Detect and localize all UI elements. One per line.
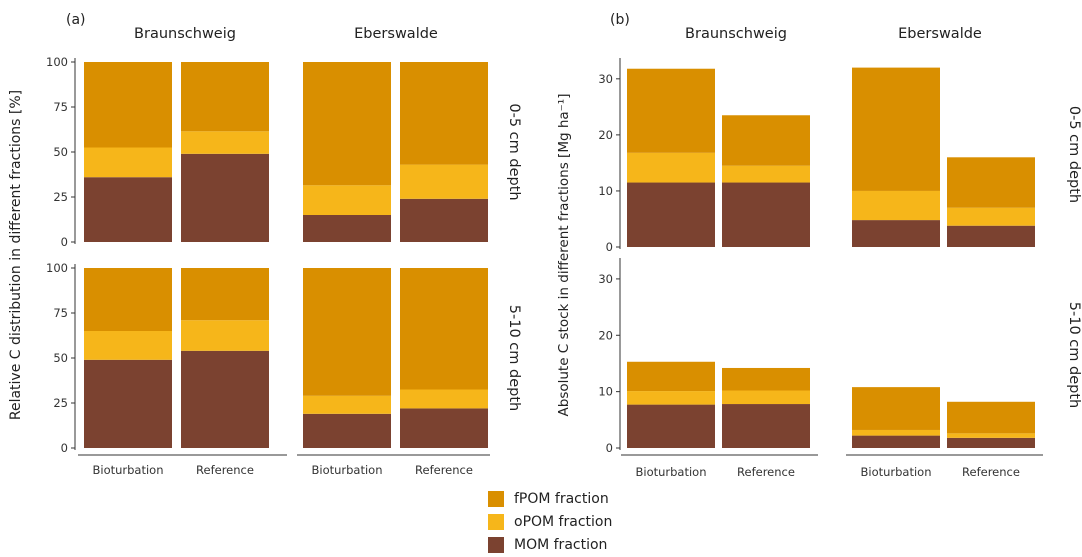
panel-b-y-tick-label-1-30: 30 (598, 72, 613, 86)
panel-a-y-tick-label-2-100: 100 (46, 261, 68, 275)
panel-b-bar-braunschweig-5-10-cm-depth-bioturbation-opom-fraction (627, 391, 715, 405)
panel-a-x-tick-label-eberswalde-reference: Reference (415, 463, 473, 477)
panel-b-depth-label-1: 0-5 cm depth (1066, 106, 1082, 203)
panel-b-label: (b) (610, 12, 630, 28)
panel-a-label: (a) (66, 12, 86, 28)
legend-label-opom: oPOM fraction (514, 514, 613, 530)
panel-b-y-tick-label-2-0: 0 (606, 441, 613, 455)
panel-b-bar-braunschweig-5-10-cm-depth-reference-opom-fraction (722, 390, 810, 405)
panel-b-bar-braunschweig-0-5-cm-depth-reference-opom-fraction (722, 165, 810, 183)
panel-a-bar-eberswalde-5-10-cm-depth-reference-fpom-fraction (400, 268, 488, 390)
legend-label-mom: MOM fraction (514, 537, 608, 553)
panel-a-y-tick-label-2-75: 75 (53, 306, 68, 320)
panel-b-y-tick-label-2-20: 20 (598, 328, 613, 342)
panel-a-bar-eberswalde-0-5-cm-depth-reference-fpom-fraction (400, 62, 488, 165)
panel-a-site-header-eberswalde: Eberswalde (354, 26, 438, 42)
panel-a-bar-braunschweig-5-10-cm-depth-bioturbation-mom-fraction (84, 359, 172, 448)
panel-b-x-tick-label-braunschweig-reference: Reference (737, 465, 795, 479)
panel-b-bar-braunschweig-0-5-cm-depth-bioturbation-fpom-fraction (627, 68, 715, 153)
legend-swatch-opom (488, 514, 504, 530)
panel-a-bar-braunschweig-5-10-cm-depth-reference-opom-fraction (181, 320, 269, 351)
panel-b-site-header-eberswalde: Eberswalde (898, 26, 982, 42)
panel-a-bar-eberswalde-0-5-cm-depth-reference-opom-fraction (400, 164, 488, 199)
panel-b-bar-eberswalde-5-10-cm-depth-bioturbation-fpom-fraction (852, 387, 940, 430)
panel-a-y-tick-label-2-0: 0 (61, 441, 68, 455)
panel-b-x-tick-label-eberswalde-reference: Reference (962, 465, 1020, 479)
panel-b-bar-braunschweig-5-10-cm-depth-reference-mom-fraction (722, 404, 810, 448)
panel-a-depth-label-1: 0-5 cm depth (506, 103, 522, 200)
panel-a-bar-braunschweig-0-5-cm-depth-bioturbation-mom-fraction (84, 177, 172, 242)
panel-a-bar-eberswalde-5-10-cm-depth-bioturbation-fpom-fraction (303, 268, 391, 396)
panel-a-y-axis-label: Relative C distribution in different fra… (8, 90, 24, 420)
panel-a-bar-braunschweig-0-5-cm-depth-reference-mom-fraction (181, 153, 269, 242)
panel-a-x-tick-label-braunschweig-reference: Reference (196, 463, 254, 477)
panel-b-y-tick-label-1-10: 10 (598, 184, 613, 198)
panel-b-bar-eberswalde-0-5-cm-depth-bioturbation-mom-fraction (852, 220, 940, 247)
panel-b-bar-eberswalde-0-5-cm-depth-reference-fpom-fraction (947, 157, 1035, 208)
panel-b-bar-braunschweig-0-5-cm-depth-bioturbation-opom-fraction (627, 152, 715, 183)
panel-b-bar-braunschweig-5-10-cm-depth-bioturbation-fpom-fraction (627, 361, 715, 392)
panel-a-x-tick-label-braunschweig-bioturbation: Bioturbation (92, 463, 163, 477)
panel-a-y-tick-label-2-25: 25 (53, 396, 68, 410)
legend-label-fpom: fPOM fraction (514, 491, 609, 507)
panel-a-y-tick-label-1-0: 0 (61, 235, 68, 249)
legend-swatch-fpom (488, 491, 504, 507)
panel-b-bar-eberswalde-0-5-cm-depth-reference-opom-fraction (947, 207, 1035, 226)
legend-item-fpom: fPOM fraction (488, 488, 612, 510)
panel-a-y-tick-label-1-100: 100 (46, 55, 68, 69)
panel-b-bar-eberswalde-5-10-cm-depth-bioturbation-opom-fraction (852, 429, 940, 436)
panel-b-site-header-braunschweig: Braunschweig (685, 26, 787, 42)
panel-b-bar-eberswalde-0-5-cm-depth-bioturbation-opom-fraction (852, 190, 940, 221)
panel-b-depth-label-2: 5-10 cm depth (1066, 302, 1082, 408)
panel-a-bar-eberswalde-0-5-cm-depth-bioturbation-fpom-fraction (303, 62, 391, 186)
panel-a-y-tick-label-1-75: 75 (53, 100, 68, 114)
panel-a-bar-eberswalde-0-5-cm-depth-reference-mom-fraction (400, 198, 488, 242)
panel-a-bar-braunschweig-0-5-cm-depth-bioturbation-opom-fraction (84, 147, 172, 178)
panel-a-bar-braunschweig-0-5-cm-depth-reference-opom-fraction (181, 131, 269, 154)
panel-b-y-tick-label-2-30: 30 (598, 272, 613, 286)
panel-a-bar-braunschweig-0-5-cm-depth-bioturbation-fpom-fraction (84, 62, 172, 148)
panel-b-bar-eberswalde-0-5-cm-depth-bioturbation-fpom-fraction (852, 67, 940, 191)
panel-b-bar-braunschweig-5-10-cm-depth-reference-fpom-fraction (722, 367, 810, 391)
panel-b-bar-eberswalde-5-10-cm-depth-reference-mom-fraction (947, 437, 1035, 448)
panel-b-y-tick-label-1-20: 20 (598, 128, 613, 142)
panel-a-bar-eberswalde-5-10-cm-depth-reference-mom-fraction (400, 408, 488, 448)
panel-a-bar-eberswalde-0-5-cm-depth-bioturbation-mom-fraction (303, 215, 391, 242)
panel-a-bar-braunschweig-5-10-cm-depth-reference-fpom-fraction (181, 268, 269, 321)
legend-swatch-mom (488, 537, 504, 553)
panel-a-bar-braunschweig-5-10-cm-depth-bioturbation-opom-fraction (84, 331, 172, 360)
panel-a-bar-eberswalde-0-5-cm-depth-bioturbation-opom-fraction (303, 185, 391, 215)
panel-b-bar-braunschweig-5-10-cm-depth-bioturbation-mom-fraction (627, 404, 715, 448)
panel-a-bar-braunschweig-5-10-cm-depth-bioturbation-fpom-fraction (84, 268, 172, 331)
panel-a-y-tick-label-1-50: 50 (53, 145, 68, 159)
panel-b-bar-braunschweig-0-5-cm-depth-reference-mom-fraction (722, 182, 810, 247)
panel-a-bar-eberswalde-5-10-cm-depth-reference-opom-fraction (400, 389, 488, 409)
panel-b-bar-eberswalde-0-5-cm-depth-reference-mom-fraction (947, 225, 1035, 247)
panel-b-y-tick-label-2-10: 10 (598, 385, 613, 399)
legend-item-opom: oPOM fraction (488, 511, 612, 533)
panel-a-x-tick-label-eberswalde-bioturbation: Bioturbation (311, 463, 382, 477)
legend: fPOM fraction oPOM fraction MOM fraction (488, 488, 612, 557)
panel-b-bar-braunschweig-0-5-cm-depth-reference-fpom-fraction (722, 115, 810, 166)
panel-a-bar-braunschweig-5-10-cm-depth-reference-mom-fraction (181, 350, 269, 448)
panel-a-bar-eberswalde-5-10-cm-depth-bioturbation-mom-fraction (303, 413, 391, 448)
panel-a-depth-label-2: 5-10 cm depth (506, 305, 522, 411)
panel-a-site-header-braunschweig: Braunschweig (134, 26, 236, 42)
panel-b-bar-eberswalde-5-10-cm-depth-bioturbation-mom-fraction (852, 435, 940, 448)
panel-b-x-tick-label-braunschweig-bioturbation: Bioturbation (635, 465, 706, 479)
panel-b-bar-braunschweig-0-5-cm-depth-bioturbation-mom-fraction (627, 182, 715, 247)
panel-b-bar-eberswalde-5-10-cm-depth-reference-fpom-fraction (947, 401, 1035, 434)
panel-a-bar-eberswalde-5-10-cm-depth-bioturbation-opom-fraction (303, 395, 391, 414)
legend-item-mom: MOM fraction (488, 534, 612, 556)
panel-b-y-tick-label-1-0: 0 (606, 240, 613, 254)
panel-b-x-tick-label-eberswalde-bioturbation: Bioturbation (860, 465, 931, 479)
panel-a-bar-braunschweig-0-5-cm-depth-reference-fpom-fraction (181, 62, 269, 132)
panel-a-y-tick-label-2-50: 50 (53, 351, 68, 365)
panel-b-y-axis-label: Absolute C stock in different fractions … (556, 94, 572, 417)
panel-b-bar-eberswalde-5-10-cm-depth-reference-opom-fraction (947, 433, 1035, 438)
panel-a-y-tick-label-1-25: 25 (53, 190, 68, 204)
